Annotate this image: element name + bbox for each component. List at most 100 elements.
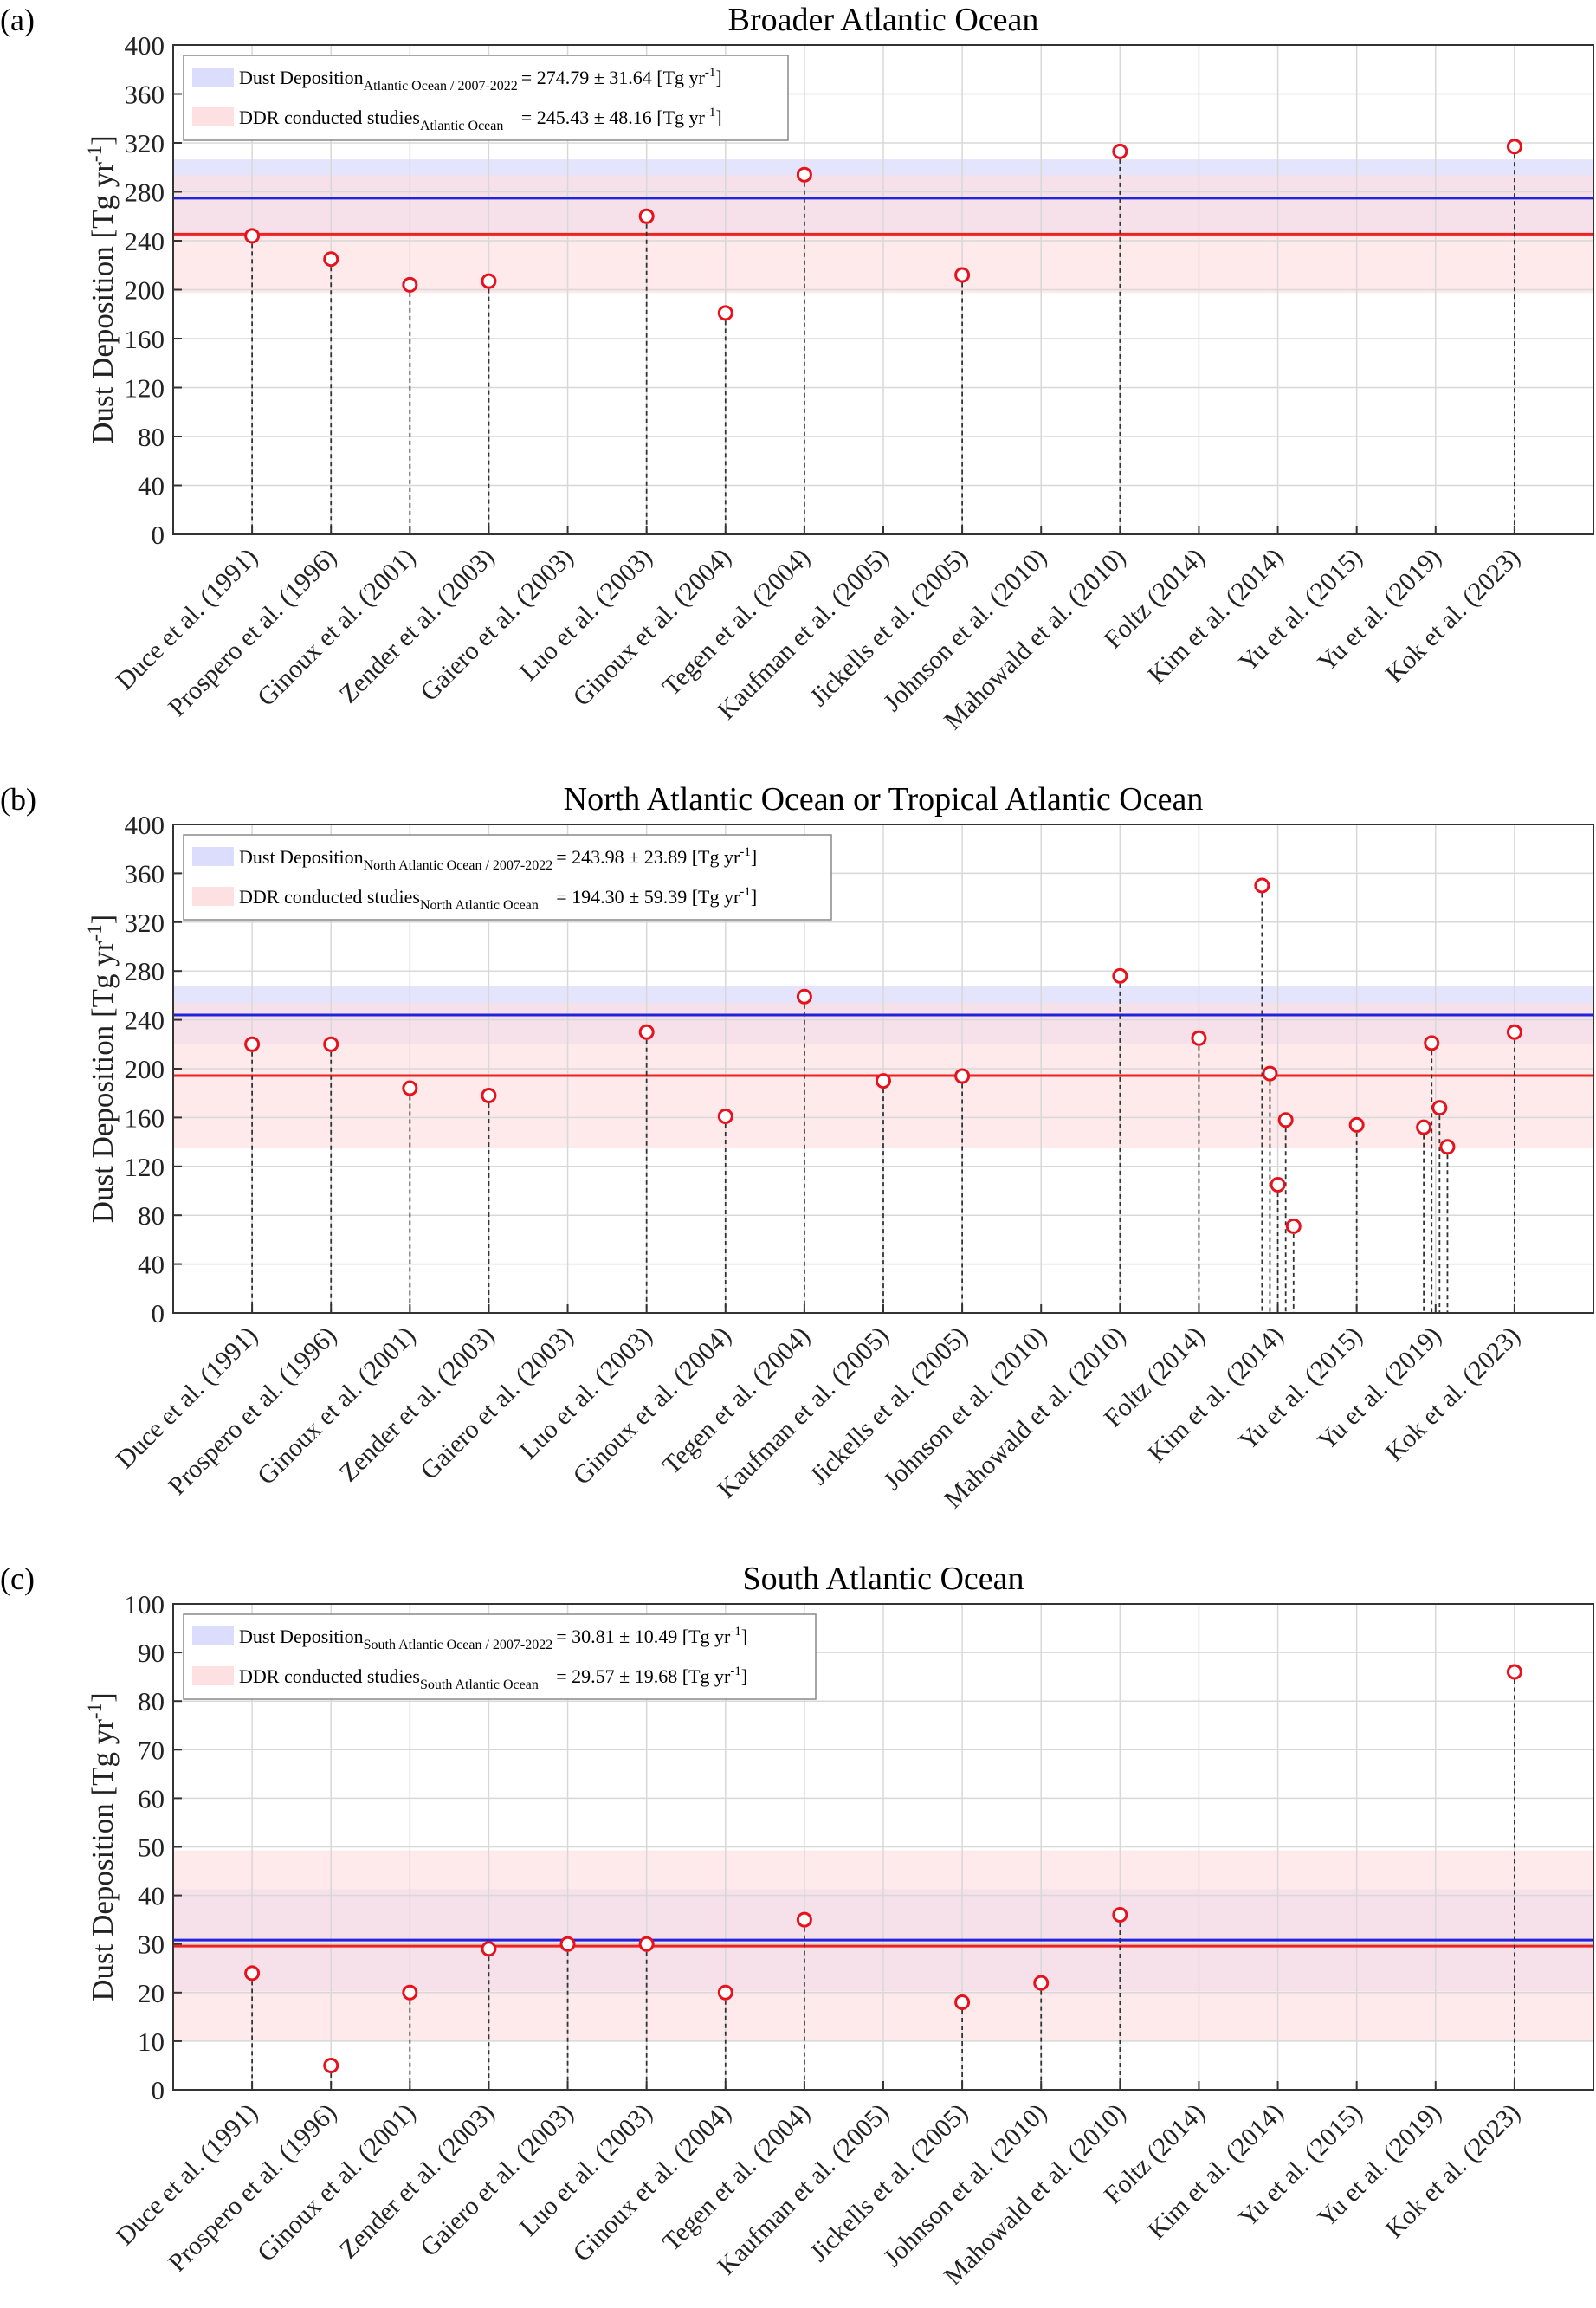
y-tick-label: 90 [138,1638,165,1668]
y-tick-label: 60 [138,1783,165,1813]
x-tick-label: Tegen et al. (2004) [657,543,816,701]
y-axis-label-sup: -1 [84,1703,106,1719]
y-tick-label: 320 [125,128,165,158]
x-tick-label: Gaiero et al. (2003) [415,2098,578,2262]
data-point [796,166,812,183]
legend-end: ] [741,1665,747,1687]
y-tick-label: 40 [138,1250,165,1280]
x-tick-label: Tegen et al. (2004) [657,2098,816,2257]
y-tick-label: 160 [125,324,165,354]
x-tick-label: Tegen et al. (2004) [657,1322,816,1480]
x-tick-label: Kim et al. (2014) [1142,1322,1289,1468]
data-point [717,1108,733,1124]
data-point [402,276,418,293]
data-point [1431,1100,1448,1116]
y-axis-label-end: ] [86,1692,120,1703]
data-point [1348,1116,1365,1133]
legend-swatch [192,68,234,87]
legend-end: ] [741,1626,747,1647]
y-axis-label-end: ] [86,915,120,925]
legend-subscript: South Atlantic Ocean / 2007-2022 [364,1638,553,1652]
data-point [1262,1065,1278,1082]
y-tick-label: 400 [125,30,165,61]
data-point [1270,1176,1286,1193]
legend-subscript: North Atlantic Ocean / 2007-2022 [364,858,553,873]
legend-sup: -1 [730,1665,741,1678]
y-axis-label-sup: -1 [84,145,106,162]
x-tick-label: Gaiero et al. (2003) [415,1322,578,1485]
data-point [1416,1119,1432,1135]
data-point [323,1036,339,1052]
y-tick-label: 40 [138,471,165,501]
legend-swatch [192,847,234,866]
x-tick-label: Luo et al. (2003) [514,1322,658,1465]
y-tick-label: 120 [125,1152,165,1182]
legend-swatch [192,1626,234,1645]
chart-panel-3: (c) South Atlantic Ocean 0 10 20 30 40 50 60 70 80… [0,1561,1594,2291]
panel-label: (c) [0,1561,35,1596]
legend-end: ] [715,107,721,128]
y-axis-label-end: ] [86,135,120,145]
data-point [954,267,971,283]
data-point [876,1073,891,1089]
legend-entry: DDR conducted studiesSouth Atlantic Ocea… [239,1665,747,1692]
legend-value: = 194.30 ± 59.39 [Tg yr [556,886,740,908]
y-tick-label: 30 [138,1930,165,1960]
data-point [481,273,497,289]
y-axis-label-main: Dust Deposition [Tg yr [86,1719,120,2001]
data-point [1254,877,1270,894]
legend-sup: -1 [730,1625,741,1639]
legend-subscript: Atlantic Ocean / 2007-2022 [364,79,518,94]
data-point [323,2057,339,2073]
data-point [796,1911,812,1928]
y-tick-label: 400 [125,810,165,840]
y-tick-label: 20 [138,1978,165,2008]
data-point [1033,1975,1050,1991]
y-tick-label: 280 [125,956,165,986]
data-point [1506,1664,1522,1680]
legend-end: ] [751,846,757,868]
x-tick-label: Kim et al. (2014) [1142,543,1289,689]
y-tick-label: 80 [138,1686,165,1716]
legend-entry: Dust DepositionNorth Atlantic Ocean / 20… [239,845,757,873]
y-axis-label-sup: -1 [84,924,106,941]
y-tick-label: 0 [152,520,165,550]
y-tick-label: 360 [125,80,165,110]
y-tick-label: 240 [125,226,165,256]
legend-sup: -1 [705,66,716,80]
legend-end: ] [751,886,757,908]
data-point [638,208,655,224]
legend-value: = 30.81 ± 10.49 [Tg yr [556,1626,731,1647]
chart-panel-2: (b) North Atlantic Ocean or Tropical Atla… [0,781,1594,1514]
data-point [244,1965,261,1982]
data-point [638,1024,655,1040]
legend-label: Dust Deposition [239,1626,364,1647]
x-tick-label: Luo et al. (2003) [514,543,658,687]
legend: Dust DepositionAtlantic Ocean / 2007-202… [183,55,789,141]
panel-label: (b) [0,782,36,817]
data-point [244,228,261,244]
y-axis-label-main: Dust Deposition [Tg yr [86,162,120,444]
legend-label: DDR conducted studies [239,886,420,908]
data-point [1439,1139,1456,1155]
legend-subscript: South Atlantic Ocean [420,1678,539,1692]
y-tick-label: 100 [125,1589,165,1619]
legend: Dust DepositionNorth Atlantic Ocean / 20… [183,834,832,921]
data-point [1424,1035,1440,1051]
data-point [638,1936,655,1952]
data-point [481,1941,497,1957]
legend-entry: DDR conducted studiesAtlantic Ocean = 245… [239,106,722,133]
data-point [559,1936,576,1952]
data-point [323,251,339,268]
chart-panel-1: (a) Broader Atlantic Ocean 0 40 80 120 160 200 2… [0,2,1594,735]
y-tick-label: 0 [152,2075,165,2105]
legend-label: DDR conducted studies [239,1665,420,1687]
y-axis-label-main: Dust Deposition [Tg yr [86,941,120,1223]
legend-subscript: North Atlantic Ocean [420,898,539,913]
legend-sup: -1 [740,885,751,899]
legend-box [183,55,789,141]
legend-swatch [192,887,234,906]
data-point [1506,139,1522,155]
y-tick-label: 280 [125,178,165,208]
y-tick-label: 120 [125,373,165,404]
